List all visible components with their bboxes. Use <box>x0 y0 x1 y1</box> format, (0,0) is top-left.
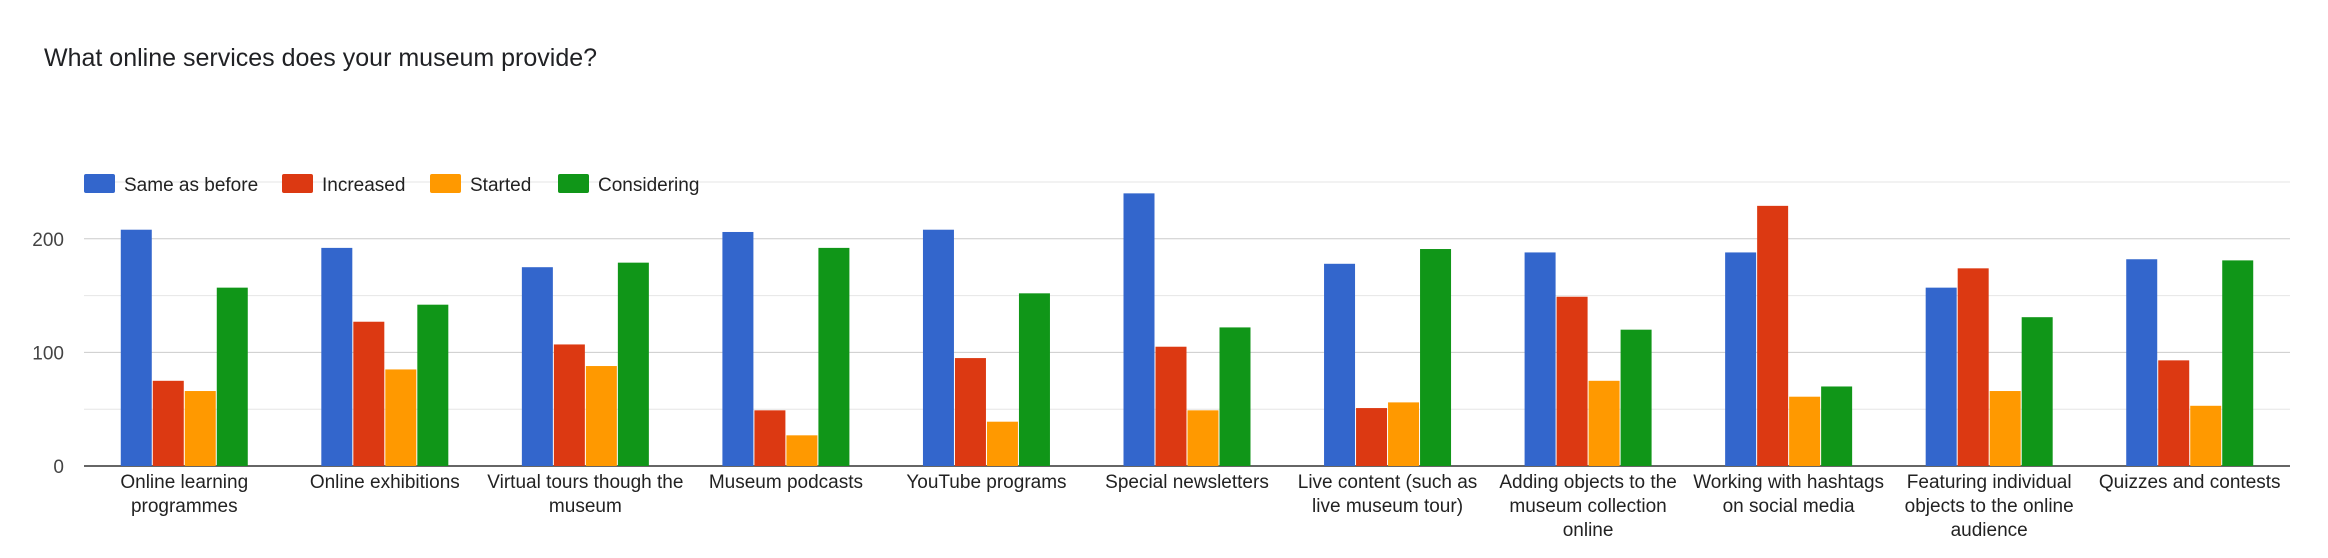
legend: Same as before Increased Started Considerin… <box>84 174 699 196</box>
bar-started <box>385 369 417 466</box>
bar-started <box>585 366 617 466</box>
bar-considering <box>617 262 649 466</box>
x-category-label: Special newsletters <box>1105 472 1269 493</box>
bar-increased <box>1155 346 1187 466</box>
bar-same-as-before <box>722 231 754 466</box>
bar-same-as-before <box>1524 252 1556 466</box>
bar-considering <box>1420 249 1452 466</box>
bar-same-as-before <box>2126 259 2158 466</box>
legend-swatch <box>558 174 589 193</box>
bar-same-as-before <box>120 229 152 466</box>
gridlines <box>84 181 2290 467</box>
bar-started <box>184 391 216 466</box>
y-tick-label: 0 <box>53 457 64 478</box>
bar-considering <box>417 304 449 466</box>
bar-increased <box>553 344 585 466</box>
x-axis: Online learning programmes Online exhibiti… <box>120 472 2280 541</box>
bar-considering <box>2021 317 2053 466</box>
x-category-label: Quizzes and contests <box>2099 472 2281 493</box>
bar-considering <box>1821 386 1853 466</box>
x-category-label: Featuring individual objects to the onlin… <box>1905 472 2074 541</box>
bar-same-as-before <box>1925 287 1957 466</box>
bar-started <box>1588 380 1620 466</box>
bar-considering <box>2222 260 2254 466</box>
chart-title: What online services does your museum pr… <box>44 44 598 72</box>
legend-label: Same as before <box>124 175 258 196</box>
y-tick-label: 200 <box>32 230 64 251</box>
bar-considering <box>818 247 850 466</box>
bar-considering <box>216 287 248 466</box>
bar-same-as-before <box>1123 193 1155 467</box>
legend-label: Started <box>470 175 531 196</box>
x-category-label: Adding objects to the museum collection on… <box>1499 472 1676 541</box>
legend-label: Increased <box>322 175 405 196</box>
legend-swatch <box>282 174 313 193</box>
bar-increased <box>1757 205 1789 466</box>
bar-same-as-before <box>1725 252 1757 466</box>
bar-increased <box>754 410 786 466</box>
bar-started <box>786 435 818 466</box>
bar-same-as-before <box>321 247 353 466</box>
bar-started <box>2190 405 2222 466</box>
y-tick-label: 100 <box>32 343 64 364</box>
bar-increased <box>1957 268 1989 466</box>
bar-considering <box>1620 329 1652 466</box>
bar-started <box>1388 402 1420 466</box>
legend-swatch <box>84 174 115 193</box>
bar-increased <box>2158 360 2190 466</box>
bar-started <box>986 421 1018 466</box>
bar-started <box>1989 391 2021 466</box>
x-category-label: Virtual tours though the museum <box>487 472 683 517</box>
legend-swatch <box>430 174 461 193</box>
bar-same-as-before <box>922 229 954 466</box>
x-category-label: Online learning programmes <box>120 472 248 517</box>
bar-increased <box>1356 408 1388 466</box>
bar-increased <box>1556 296 1588 466</box>
bars <box>120 193 2254 467</box>
x-category-label: Museum podcasts <box>709 472 863 493</box>
bar-considering <box>1219 327 1251 466</box>
bar-same-as-before <box>521 267 553 466</box>
bar-started <box>1789 396 1821 466</box>
bar-increased <box>152 380 184 466</box>
x-category-label: Working with hashtags on social media <box>1693 472 1884 517</box>
bar-same-as-before <box>1324 263 1356 466</box>
bar-considering <box>1018 293 1050 466</box>
y-axis: 0 100 200 <box>32 230 64 478</box>
legend-label: Considering <box>598 175 699 196</box>
bar-increased <box>954 358 986 466</box>
x-category-label: Live content (such as live museum tour) <box>1298 472 1478 517</box>
x-category-label: YouTube programs <box>906 472 1066 493</box>
bar-started <box>1187 410 1219 466</box>
bar-increased <box>353 321 385 466</box>
x-category-label: Online exhibitions <box>310 472 460 493</box>
